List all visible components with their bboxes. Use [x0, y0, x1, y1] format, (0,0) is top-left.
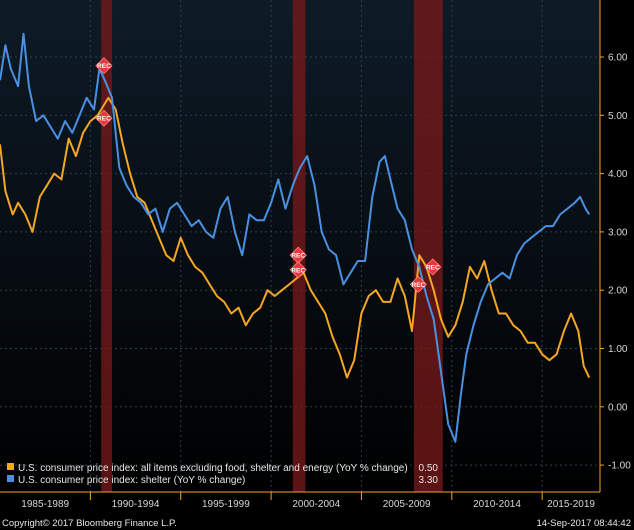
series-line-shelter	[0, 32, 591, 443]
recession-marker: REC	[95, 57, 113, 75]
recession-marker: REC	[95, 109, 113, 127]
y-tick-label: -1.00	[608, 461, 631, 472]
footer: Copyright© 2017 Bloomberg Finance L.P. 1…	[2, 518, 631, 529]
recession-marker: REC	[289, 261, 307, 279]
x-tick-label: 1990-1994	[112, 499, 160, 510]
legend-value-core: 0.50	[419, 463, 439, 474]
x-tick-label: 2005-2009	[383, 499, 431, 510]
y-tick-label: 5.00	[608, 111, 628, 122]
recession-marker-shape	[289, 261, 307, 279]
series-line-core	[0, 96, 591, 379]
recession-marker-shape	[409, 275, 427, 293]
y-tick-label: 2.00	[608, 286, 628, 297]
recession-band	[413, 0, 443, 492]
y-tick-labels: 6.00 5.00 4.00 3.00 2.00 1.00 0.00 -1.00	[600, 53, 631, 472]
recession-markers: REC REC REC REC REC REC	[95, 57, 442, 293]
recession-marker-shape	[95, 57, 113, 75]
legend-swatch-shelter	[7, 475, 14, 482]
recession-marker-shape	[95, 109, 113, 127]
copyright-text: Copyright© 2017 Bloomberg Finance L.P.	[2, 518, 177, 529]
x-tick-label: 2010-2014	[473, 499, 521, 510]
legend-label-shelter: U.S. consumer price index: shelter (YoY …	[18, 475, 245, 486]
legend-swatch-core	[7, 463, 14, 470]
recession-marker: REC	[424, 258, 442, 276]
x-tick-label: 1985-1989	[21, 499, 69, 510]
recession-band	[101, 0, 113, 492]
series-lines	[0, 32, 591, 443]
y-tick-label: 3.00	[608, 227, 628, 238]
y-tick-label: 1.00	[608, 344, 628, 355]
recession-band	[292, 0, 306, 492]
recession-marker-shape	[424, 258, 442, 276]
recession-marker-label: REC	[426, 264, 440, 271]
x-tick-labels: 1985-1989 1990-1994 1995-1999 2000-2004 2005…	[21, 492, 595, 510]
recession-bands	[101, 0, 443, 492]
legend-value-shelter: 3.30	[419, 475, 439, 486]
recession-marker-label: REC	[97, 63, 111, 70]
x-tick-label: 2000-2004	[292, 499, 340, 510]
recession-marker: REC	[409, 275, 427, 293]
y-tick-label: 4.00	[608, 169, 628, 180]
legend-label-core: U.S. consumer price index: all items exc…	[18, 463, 408, 474]
recession-marker-label: REC	[97, 116, 111, 123]
legend: U.S. consumer price index: all items exc…	[7, 463, 438, 486]
recession-marker-label: REC	[291, 267, 305, 274]
recession-marker-label: REC	[412, 282, 426, 289]
timestamp-text: 14-Sep-2017 08:44:42	[536, 518, 631, 529]
y-tick-label: 6.00	[608, 53, 628, 64]
x-tick-label: 2015-2019	[547, 499, 595, 510]
x-tick-label: 1995-1999	[202, 499, 250, 510]
y-tick-label: 0.00	[608, 402, 628, 413]
recession-marker-label: REC	[291, 253, 305, 260]
axes	[0, 0, 601, 493]
